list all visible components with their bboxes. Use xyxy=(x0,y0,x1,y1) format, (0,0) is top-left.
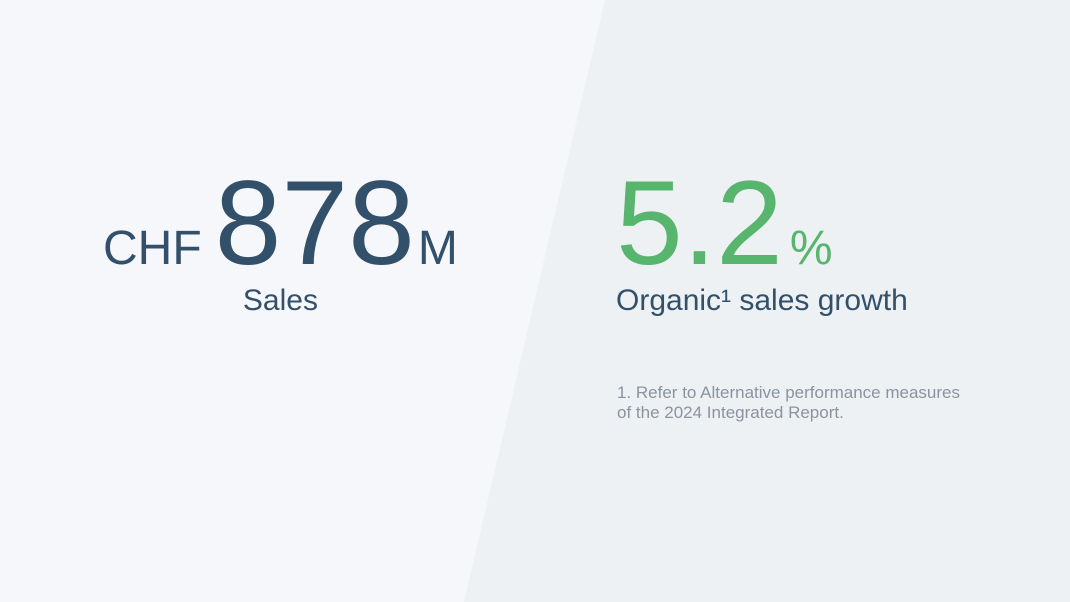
sales-value: 878 xyxy=(214,156,415,290)
footnote-line-2: of the 2024 Integrated Report. xyxy=(617,403,844,422)
sales-unit: M xyxy=(417,222,458,275)
growth-unit: % xyxy=(789,222,833,275)
footnote: 1. Refer to Alternative performance meas… xyxy=(617,383,960,423)
growth-value: 5.2 xyxy=(616,156,783,290)
sales-figure: CHF 878M xyxy=(103,163,458,283)
sales-label: Sales xyxy=(242,284,318,317)
footnote-line-1: 1. Refer to Alternative performance meas… xyxy=(617,383,960,402)
growth-figure: 5.2% xyxy=(616,163,908,283)
growth-label: Organic¹ sales growth xyxy=(616,284,908,317)
organic-growth-stat: 5.2% Organic¹ sales growth xyxy=(616,163,908,316)
sales-currency: CHF xyxy=(103,222,202,275)
sales-stat: CHF 878M Sales xyxy=(103,163,458,316)
